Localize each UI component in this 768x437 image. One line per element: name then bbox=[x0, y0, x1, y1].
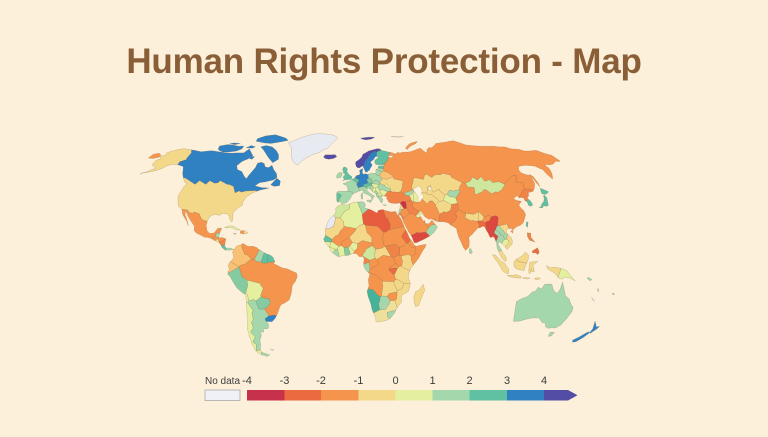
svg-text:-4: -4 bbox=[242, 375, 252, 387]
svg-text:2: 2 bbox=[466, 375, 472, 387]
svg-text:No data: No data bbox=[205, 376, 240, 387]
svg-text:1: 1 bbox=[429, 375, 435, 387]
svg-text:3: 3 bbox=[504, 375, 510, 387]
svg-text:-1: -1 bbox=[354, 375, 364, 387]
svg-text:-3: -3 bbox=[280, 375, 290, 387]
svg-text:0: 0 bbox=[392, 375, 398, 387]
svg-text:4: 4 bbox=[541, 375, 547, 387]
svg-text:-2: -2 bbox=[316, 375, 326, 387]
